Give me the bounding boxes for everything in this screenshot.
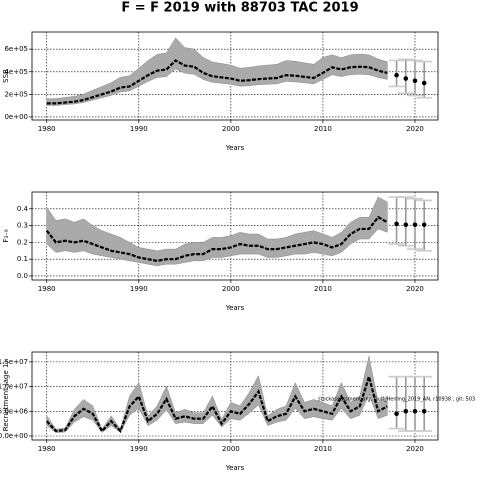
y-tick-label: 6e+05 bbox=[4, 45, 28, 53]
x-tick-label: 2010 bbox=[314, 445, 332, 453]
y-tick-label: 1.5e+07 bbox=[0, 358, 28, 366]
forecast-point bbox=[421, 408, 427, 414]
x-tick-label: 2010 bbox=[314, 285, 332, 293]
estimate-line bbox=[45, 215, 388, 262]
x-tick-label: 1980 bbox=[38, 285, 56, 293]
plot-frame bbox=[31, 31, 439, 121]
forecast-point bbox=[412, 78, 418, 84]
x-tick-label: 2000 bbox=[222, 445, 240, 453]
chart-title: F = F 2019 with 88703 TAC 2019 bbox=[121, 1, 358, 16]
plot-frame bbox=[31, 191, 439, 281]
forecast-point bbox=[412, 408, 418, 414]
confidence-band bbox=[46, 37, 388, 106]
forecast-point bbox=[412, 222, 418, 228]
y-tick-label: 0.3 bbox=[17, 222, 28, 230]
y-tick-label: 0.0e+00 bbox=[0, 432, 28, 440]
confidence-band bbox=[46, 196, 388, 267]
y-tick-label: 2e+05 bbox=[4, 90, 28, 98]
x-tick-label: 2000 bbox=[222, 125, 240, 133]
x-axis-label: Years bbox=[225, 144, 245, 152]
estimate-line bbox=[46, 59, 388, 105]
x-axis-label: Years bbox=[225, 304, 245, 312]
estimate-line bbox=[45, 372, 388, 434]
forecast-point bbox=[394, 411, 399, 417]
forecast-point bbox=[394, 221, 399, 227]
x-tick-label: 2000 bbox=[222, 285, 240, 293]
x-tick-label: 1990 bbox=[130, 285, 148, 293]
x-tick-label: 1990 bbox=[130, 445, 148, 453]
forecast-point bbox=[403, 408, 409, 414]
y-tick-label: 1.0e+07 bbox=[0, 383, 28, 391]
y-tick-label: 4e+05 bbox=[4, 68, 28, 76]
forecast-point bbox=[421, 80, 427, 86]
y-tick-label: 0.0 bbox=[17, 272, 28, 280]
y-axis-label: SSB bbox=[2, 69, 10, 83]
forecast-point bbox=[421, 222, 427, 228]
forecast-point bbox=[403, 222, 409, 228]
x-axis-label: Years bbox=[225, 464, 245, 472]
y-tick-label: 0.2 bbox=[17, 238, 28, 246]
x-tick-label: 2010 bbox=[314, 125, 332, 133]
x-tick-label: 1990 bbox=[130, 125, 148, 133]
x-tick-label: 2020 bbox=[406, 445, 424, 453]
y-tick-label: 0.4 bbox=[17, 205, 29, 213]
y-axis-label: Recruitment (age 1) bbox=[2, 361, 10, 432]
forecast-point bbox=[394, 72, 399, 78]
y-tick-label: 0.1 bbox=[17, 255, 28, 263]
y-tick-label: 5.0e+06 bbox=[0, 407, 29, 415]
y-tick-label: 0e+00 bbox=[4, 113, 28, 121]
y-axis-label: F₃₋₉ bbox=[2, 229, 10, 243]
x-tick-label: 2020 bbox=[406, 285, 424, 293]
annotation: stockassessment.org, Gulf_Herring_2019_A… bbox=[318, 397, 475, 403]
confidence-band bbox=[46, 355, 388, 433]
x-tick-label: 1980 bbox=[38, 125, 56, 133]
x-tick-label: 2020 bbox=[406, 125, 424, 133]
x-tick-label: 1980 bbox=[38, 445, 56, 453]
plot-frame bbox=[31, 351, 439, 441]
forecast-point bbox=[403, 76, 409, 81]
